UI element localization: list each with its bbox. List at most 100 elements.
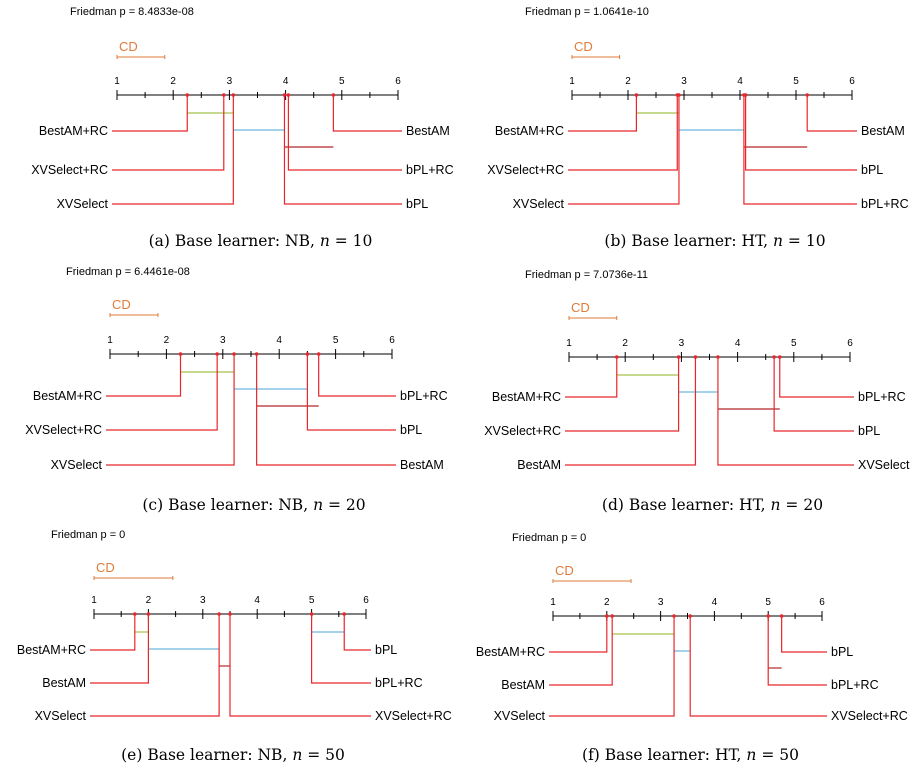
rank-point: [215, 352, 219, 356]
method-label: XVSelect: [858, 458, 910, 472]
panel-caption: (f) Base learner: HT, n = 50: [582, 746, 799, 764]
method-leader: [568, 95, 678, 171]
method-label: XVSelect: [35, 709, 87, 723]
cd-panel-d: Friedman p = 7.0736e-11 CD 1 2 3 4 5 6 BestAM+RC…: [484, 269, 910, 514]
rank-point: [742, 93, 746, 97]
method-label: bPL+RC: [861, 197, 909, 211]
rank-point: [693, 355, 698, 359]
caption-equals: =: [780, 496, 803, 514]
tick-label: 4: [283, 76, 289, 87]
method-leader: [568, 95, 680, 205]
tick-label: 3: [658, 597, 664, 608]
method-label: bPL+RC: [400, 389, 448, 403]
tick-label: 2: [146, 595, 152, 606]
method-label: bPL: [375, 643, 397, 657]
caption-letter: (a): [149, 232, 175, 250]
caption-letter: (c): [142, 496, 168, 514]
caption-letter: (f): [582, 746, 605, 764]
tick-label: 2: [164, 335, 170, 346]
method-label: XVSelect: [57, 197, 109, 211]
rank-point: [178, 352, 183, 356]
tick-label: 1: [550, 597, 556, 608]
method-leader: [106, 354, 218, 431]
friedman-title: Friedman p = 0: [51, 529, 125, 541]
rank-point: [634, 93, 639, 97]
tick-label: 1: [569, 76, 575, 87]
caption-text: Base learner: NB,: [147, 746, 292, 764]
method-label: bPL+RC: [406, 163, 454, 177]
rank-point: [254, 352, 259, 356]
method-label: BestAM: [501, 678, 545, 692]
method-leader: [717, 357, 854, 466]
rank-point: [221, 93, 226, 97]
method-label: XVSelect: [51, 458, 103, 472]
caption-equals: =: [783, 232, 806, 250]
method-label: BestAM+RC: [33, 389, 102, 403]
rank-point: [282, 93, 287, 97]
caption-letter: (d): [602, 496, 629, 514]
cd-label: CD: [112, 297, 131, 312]
cd-label: CD: [571, 300, 590, 315]
caption-equals: =: [330, 232, 353, 250]
rank-point: [146, 612, 151, 616]
method-label: BestAM+RC: [492, 390, 561, 404]
tick-label: 2: [625, 76, 631, 87]
method-label: bPL: [861, 163, 883, 177]
method-leader: [306, 354, 396, 431]
method-label: bPL+RC: [858, 390, 906, 404]
method-leader: [568, 95, 637, 132]
caption-n-symbol: n: [320, 232, 330, 250]
tick-label: 1: [566, 338, 572, 349]
caption-n-value: 20: [346, 496, 366, 514]
tick-label: 4: [254, 595, 260, 606]
rank-point: [305, 352, 310, 356]
method-leader: [283, 95, 402, 205]
tick-label: 5: [793, 76, 799, 87]
method-label: XVSelect: [513, 197, 565, 211]
method-leader: [565, 357, 618, 398]
rank-point: [672, 614, 676, 618]
caption-equals: =: [302, 746, 325, 764]
cd-panel-c: Friedman p = 6.4461e-08 CD 1 2 3 4 5 6 BestAM+RC…: [25, 266, 447, 514]
method-label: BestAM+RC: [17, 643, 86, 657]
tick-label: 5: [791, 338, 797, 349]
tick-label: 5: [765, 597, 771, 608]
caption-letter: (e): [121, 746, 147, 764]
method-leader: [318, 354, 396, 397]
rank-point: [605, 614, 609, 618]
tick-label: 5: [309, 595, 315, 606]
rank-point: [772, 355, 776, 359]
method-leader: [112, 95, 188, 132]
tick-label: 4: [735, 338, 741, 349]
rank-point: [805, 93, 809, 97]
caption-equals: =: [323, 496, 346, 514]
caption-n-symbol: n: [746, 746, 756, 764]
method-leader: [90, 614, 149, 684]
cd-label: CD: [96, 560, 115, 575]
method-leader: [549, 616, 675, 717]
method-label: XVSelect+RC: [831, 709, 908, 723]
method-label: BestAM+RC: [495, 124, 564, 138]
cd-label: CD: [574, 39, 593, 54]
caption-n-value: 10: [806, 232, 826, 250]
tick-label: 4: [712, 597, 718, 608]
tick-label: 1: [114, 76, 120, 87]
tick-label: 6: [849, 76, 855, 87]
friedman-title: Friedman p = 1.0641e-10: [525, 6, 649, 18]
method-leader: [779, 357, 854, 398]
rank-point: [232, 352, 236, 356]
method-leader: [781, 616, 827, 653]
rank-point: [677, 93, 681, 97]
method-leader: [689, 616, 827, 717]
tick-label: 6: [819, 597, 825, 608]
method-label: bPL+RC: [831, 678, 879, 692]
cd-panel-e: Friedman p = 0 CD 1 2 3 4 5 6 BestAM+RC BestAM XVS…: [17, 529, 452, 764]
rank-point: [331, 93, 336, 97]
tick-label: 3: [227, 76, 233, 87]
caption-n-value: 50: [779, 746, 799, 764]
cd-label: CD: [119, 39, 138, 54]
method-leader: [311, 614, 371, 684]
rank-point: [217, 612, 221, 616]
caption-n-symbol: n: [292, 746, 302, 764]
